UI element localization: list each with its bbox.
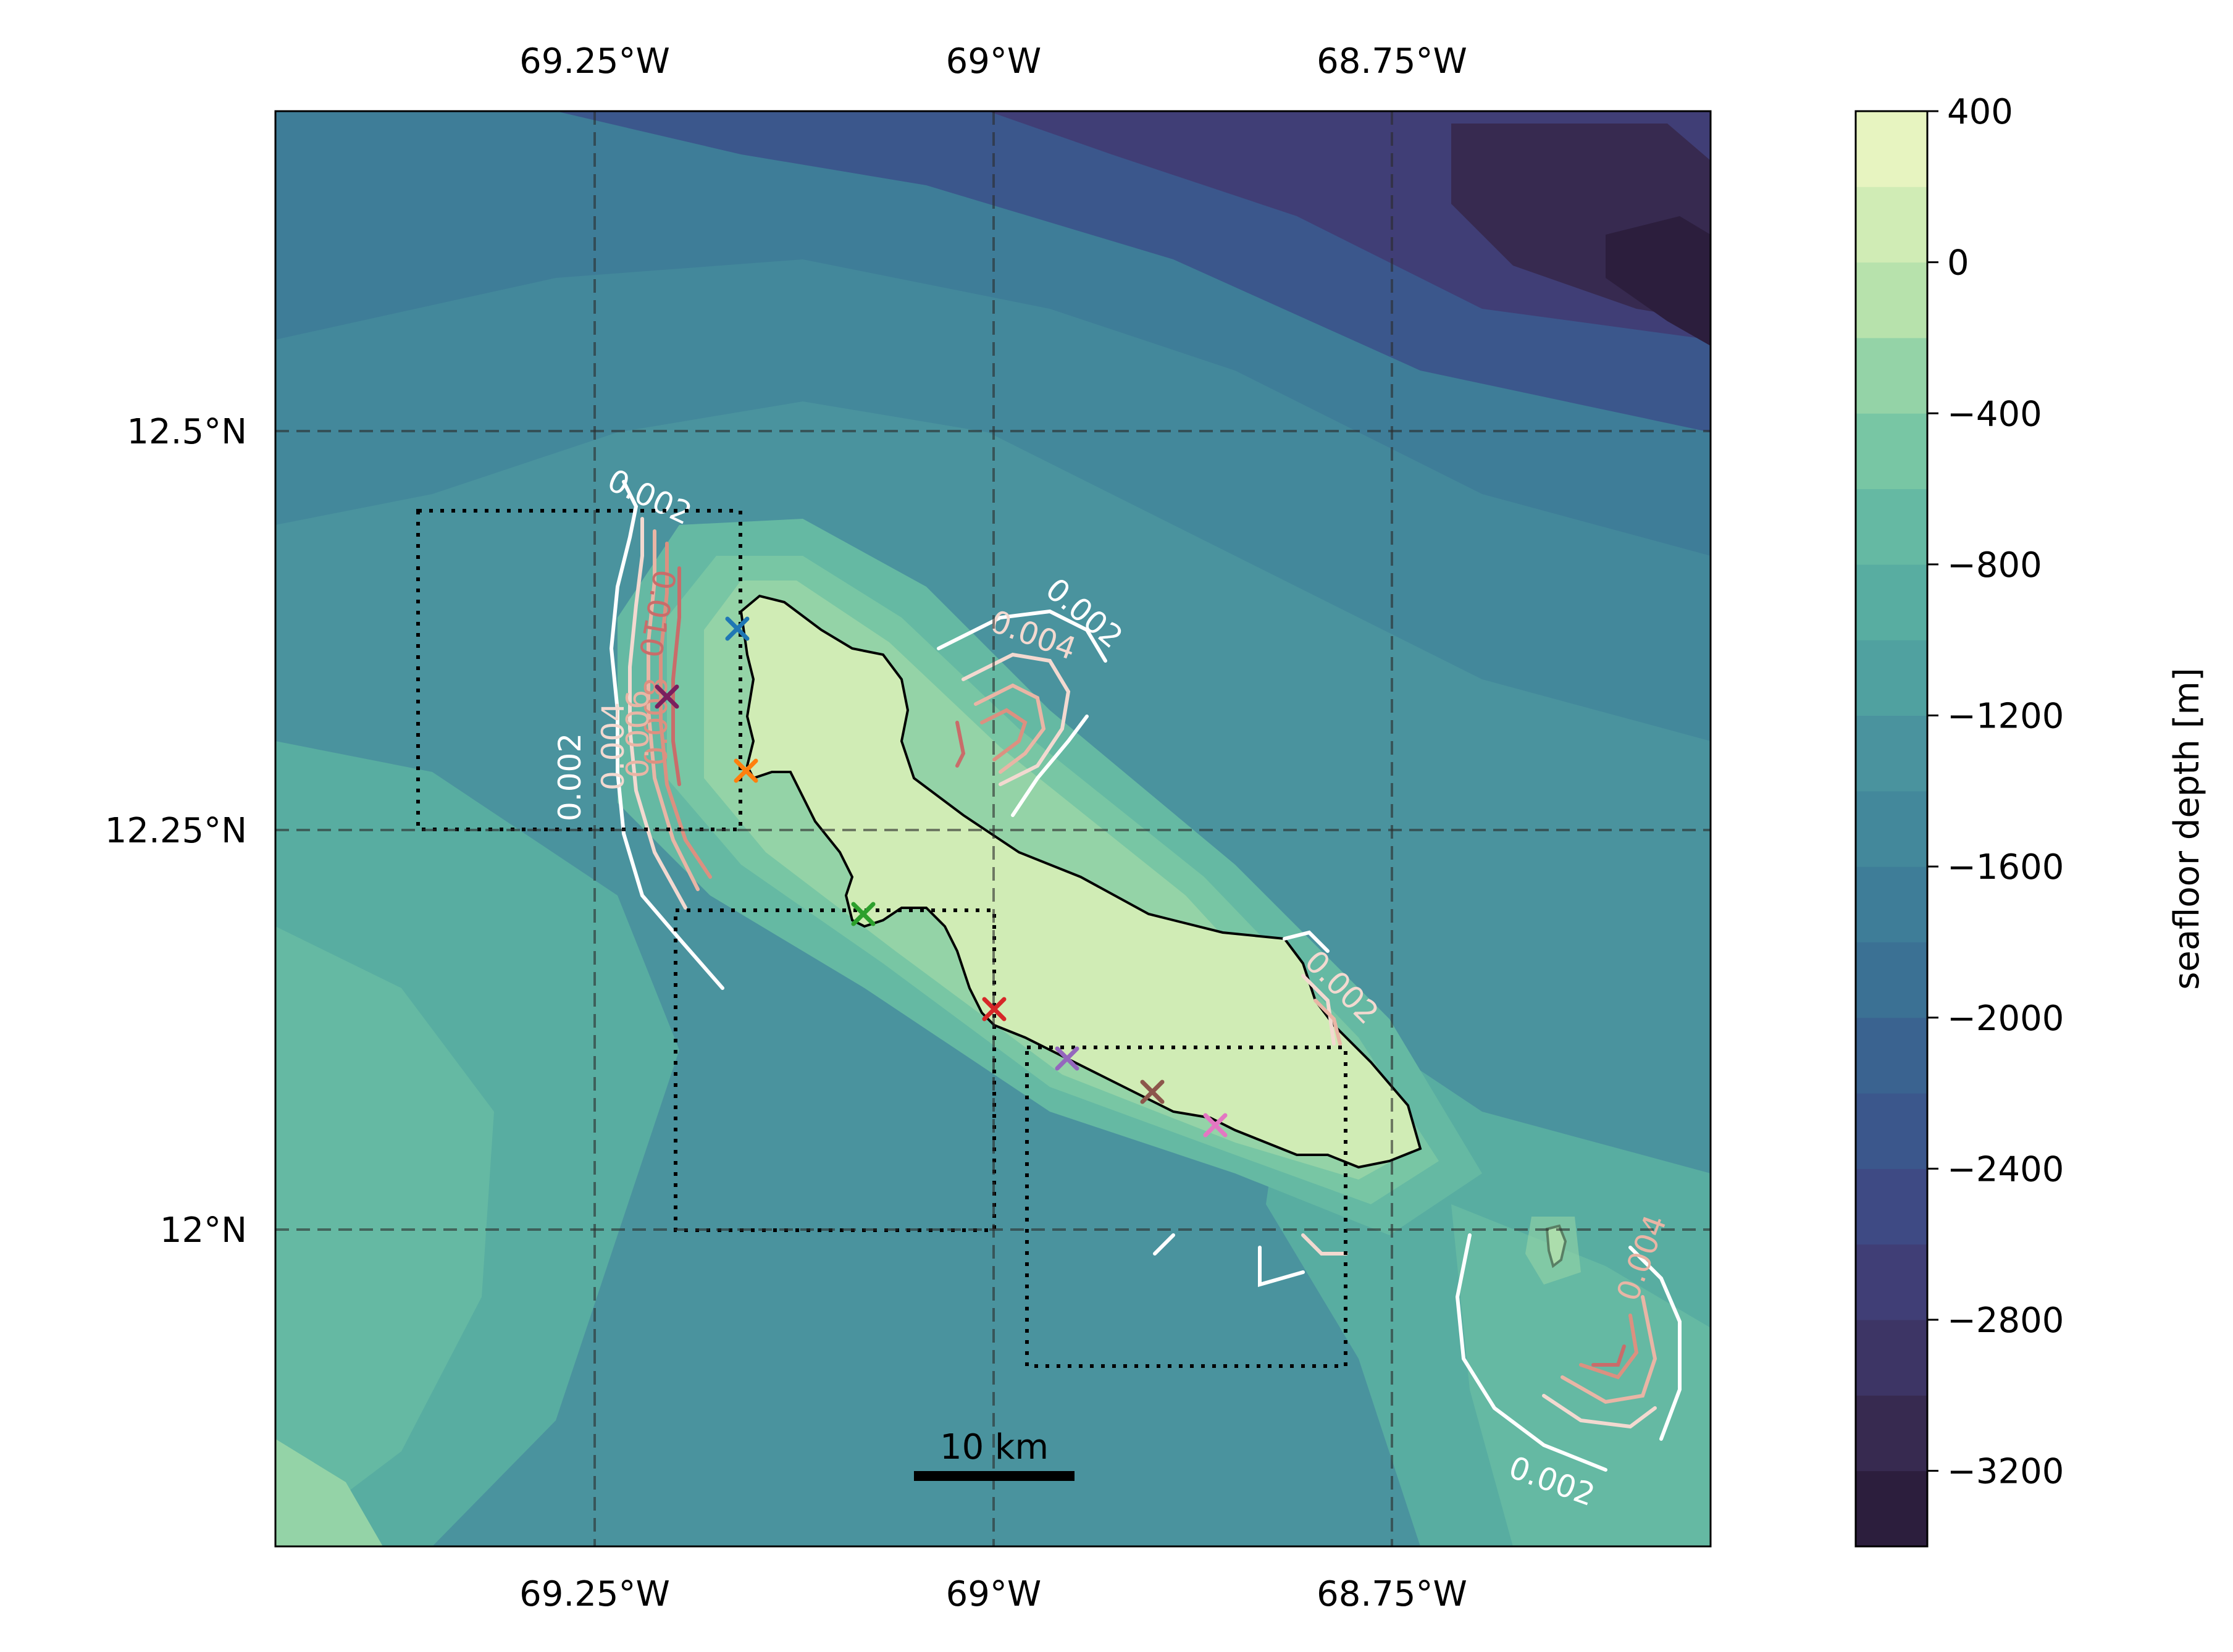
depth-band-corner <box>275 1439 383 1546</box>
colorbar-band <box>1856 942 1927 1018</box>
lat-label: 12°N <box>160 1210 247 1251</box>
colorbar-tick-label: 0 <box>1947 243 1969 283</box>
contour-line <box>1591 1344 1626 1367</box>
contour-line <box>1153 1233 1175 1256</box>
colorbar-band <box>1856 413 1927 490</box>
scale-bar-label: 10 km <box>940 1427 1049 1467</box>
site-marker-3 <box>851 902 876 926</box>
contour-line <box>1455 1233 1607 1472</box>
colorbar-tick-label: −1600 <box>1947 847 2064 887</box>
colorbar-tick-label: −2800 <box>1947 1301 2064 1341</box>
colorbar-ticks: 400 0 −400 −800 −1200 −1600 −2000 −2400 −2800 −32… <box>1927 92 2064 1492</box>
contour-line <box>937 609 1107 663</box>
site-marker-6 <box>1140 1080 1165 1104</box>
lon-label-bottom: 69.25°W <box>519 1574 670 1614</box>
contour-line <box>671 566 681 786</box>
site-marker-8 <box>655 684 679 709</box>
colorbar-band <box>1856 715 1927 792</box>
contour-line <box>955 721 966 768</box>
contour-line <box>974 683 1046 774</box>
contour-line <box>1283 930 1330 953</box>
colorbar-band <box>1856 1244 1927 1320</box>
colorbar-tick-label: 400 <box>1947 92 2013 132</box>
map-frame <box>274 110 1712 1548</box>
contour-line <box>961 652 1071 786</box>
contour-label: 0.008 <box>639 677 674 766</box>
lon-labels-bottom: 69.25°W 69°W 68.75°W <box>519 1574 1467 1614</box>
lon-label-top: 69°W <box>946 41 1042 82</box>
contour-line <box>1561 1295 1657 1404</box>
gridlines <box>275 111 1711 1546</box>
depth-band-southeast-shallow <box>1451 1204 1711 1546</box>
colorbar-band <box>1856 564 1927 640</box>
contour-line <box>1628 1246 1682 1441</box>
study-box-southeast <box>1025 1046 1347 1368</box>
colorbar-band <box>1856 1168 1927 1245</box>
lon-label-bottom: 68.75°W <box>1317 1574 1467 1614</box>
colorbar-band <box>1856 488 1927 565</box>
contour-line <box>1542 1394 1657 1429</box>
lat-label: 12.25°N <box>105 811 247 851</box>
site-markers <box>655 616 1228 1138</box>
contour-label: 0.006 <box>620 690 656 778</box>
study-box-southwest <box>674 908 996 1232</box>
map-panel: 0.002 0.010 0.008 0.006 0.004 0.002 0.00… <box>275 111 1711 1546</box>
site-marker-2 <box>734 758 758 783</box>
depth-band-deepest <box>1606 216 1711 346</box>
lon-label-top: 69.25°W <box>519 41 670 82</box>
site-marker-7 <box>1203 1113 1228 1138</box>
depth-band-southwest-shallow <box>275 926 494 1546</box>
colorbar: 400 0 −400 −800 −1200 −1600 −2000 −2400 −2800 −32… <box>1854 92 2207 1548</box>
colorbar-tick-label: −800 <box>1947 545 2042 585</box>
colorbar-band <box>1856 1017 1927 1094</box>
contour-line <box>647 529 700 891</box>
colorbar-frame <box>1854 110 1929 1548</box>
bathymetry-field <box>275 111 1711 1546</box>
lat-label: 12.5°N <box>127 412 247 452</box>
colorbar-band <box>1856 1395 1927 1472</box>
contour-line <box>1011 715 1089 817</box>
colorbar-band <box>1856 111 1927 187</box>
site-marker-5 <box>1055 1046 1079 1071</box>
site-marker-1 <box>725 616 750 641</box>
colorbar-tick-label: −2400 <box>1947 1149 2064 1189</box>
islet-shelf <box>1525 1217 1581 1285</box>
colorbar-band <box>1856 337 1927 414</box>
colorbar-tick-label: −400 <box>1947 394 2042 434</box>
contour-line <box>1301 1233 1348 1256</box>
colorbar-band <box>1856 1093 1927 1169</box>
colorbar-band <box>1856 187 1927 263</box>
contour-line <box>1313 999 1342 1046</box>
colorbar-band <box>1856 866 1927 942</box>
lon-labels-top: 69.25°W 69°W 68.75°W <box>519 41 1467 82</box>
lon-label-top: 68.75°W <box>1317 41 1467 82</box>
contour-line <box>1301 974 1336 1046</box>
colorbar-tick-label: −2000 <box>1947 999 2064 1039</box>
site-marker-4 <box>982 997 1007 1021</box>
island-land <box>739 594 1422 1169</box>
contour-label: 0.002 <box>552 733 588 821</box>
contour-line <box>628 517 687 910</box>
colorbar-tick-label: −3200 <box>1947 1452 2064 1492</box>
colorbar-bands <box>1856 111 1927 1547</box>
colorbar-tick-label: −1200 <box>1947 697 2064 737</box>
colorbar-title: seafloor depth [m] <box>2167 668 2207 990</box>
lat-labels: 12.5°N 12.25°N 12°N <box>105 412 247 1251</box>
colorbar-band <box>1856 640 1927 716</box>
colorbar-band <box>1856 262 1927 338</box>
colorbar-band <box>1856 1470 1927 1547</box>
probability-contours <box>609 480 1682 1472</box>
scale-bar: 10 km <box>914 1427 1075 1481</box>
contour-label: 0.004 <box>595 702 631 790</box>
contour-line <box>659 542 712 879</box>
contour-line <box>980 708 1028 761</box>
contour-line <box>1258 1246 1305 1287</box>
colorbar-band <box>1856 1320 1927 1396</box>
lon-label-bottom: 69°W <box>946 1574 1042 1614</box>
contour-line <box>609 480 724 990</box>
contour-line <box>1579 1314 1639 1380</box>
colorbar-band <box>1856 790 1927 867</box>
